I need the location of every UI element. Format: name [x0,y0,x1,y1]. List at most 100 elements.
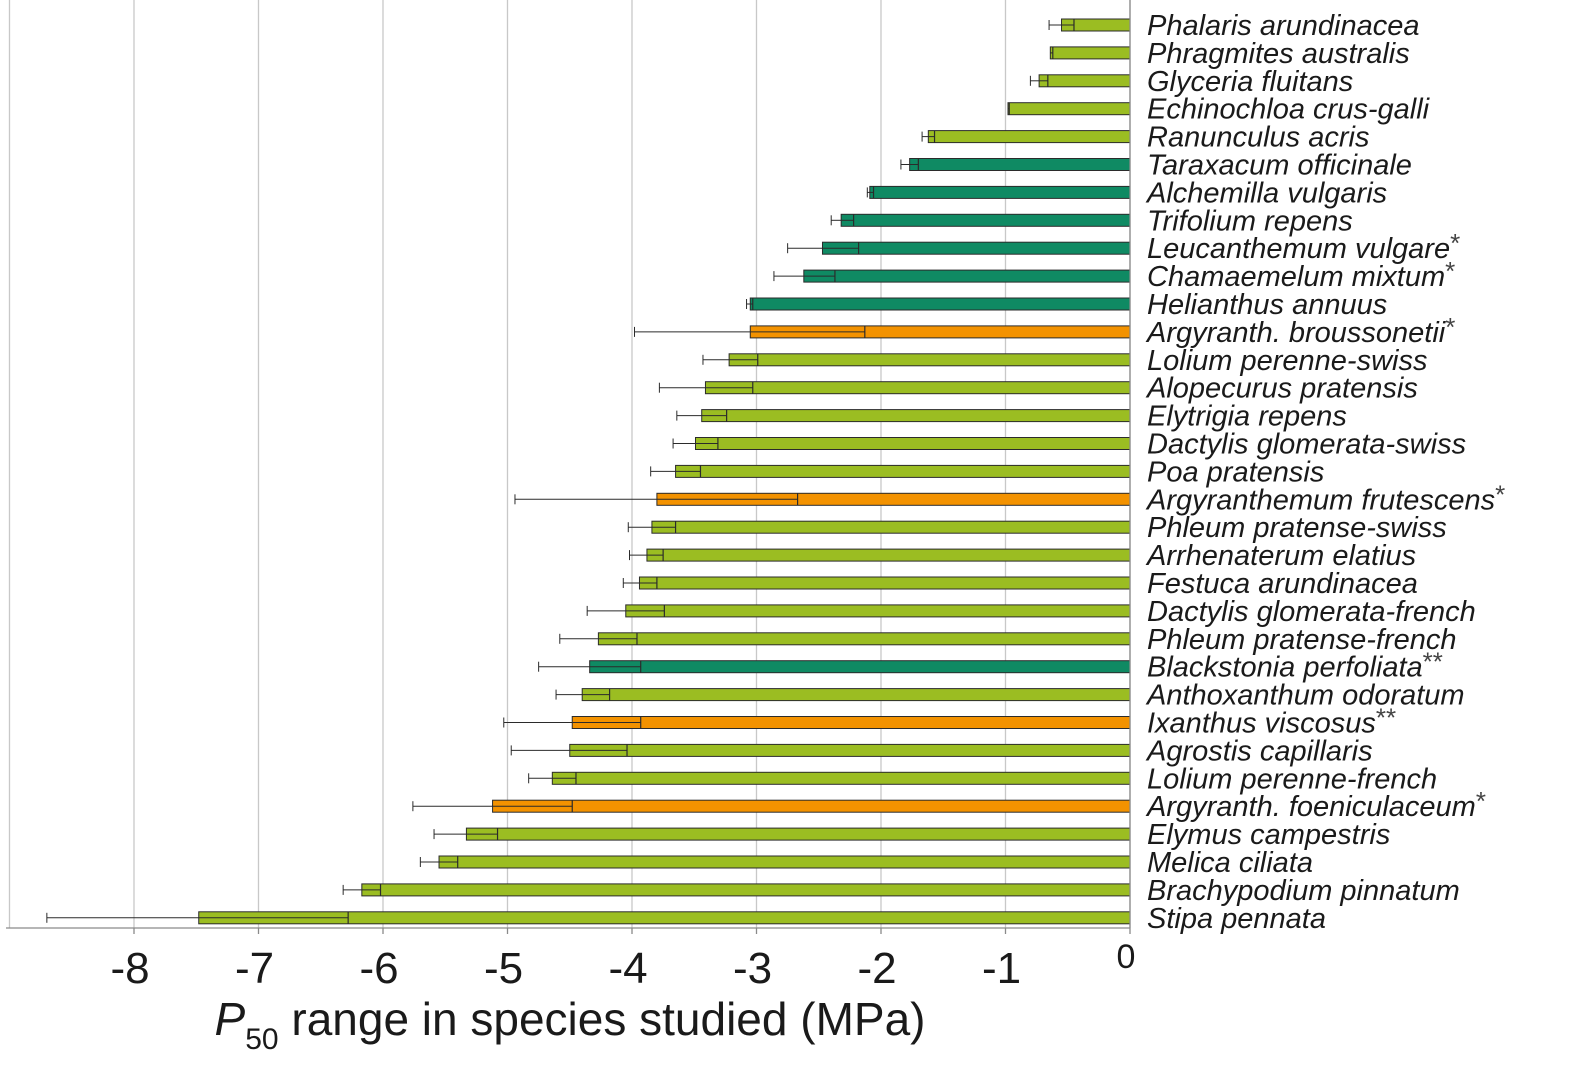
bar-group [627,520,1131,534]
bar [465,827,1131,841]
bar-group [1007,102,1131,116]
species-label: Argyranthemum frutescens* [1145,479,1505,516]
x-tick-label: -5 [484,944,523,993]
bar-group [419,855,1131,869]
species-label: Echinochloa crus-galli [1147,94,1431,126]
bar-group [46,911,1131,925]
bar [438,855,1131,869]
bar [581,688,1131,702]
species-label: Ranunculus acris [1147,122,1369,154]
bar-group [559,632,1131,646]
x-tick-label: -2 [857,944,896,993]
species-label: Anthoxanthum odoratum [1145,680,1465,712]
bar [701,409,1131,423]
species-label: Argyranth. foeniculaceum* [1145,786,1486,823]
bar [927,130,1131,144]
species-label: Helianthus annuus [1147,289,1387,321]
bar [646,548,1131,562]
species-label: Phleum pratense-swiss [1147,512,1447,544]
bar [492,799,1131,813]
bar-group [921,130,1131,144]
x-axis: -8 -7 -6 -5 -4 -3 -2 -1 0 [6,0,1135,993]
x-tick-label: -7 [235,944,274,993]
bar-group [650,464,1131,478]
significance-marker: * [1476,786,1486,816]
species-label: Agrostis capillaris [1145,735,1373,767]
bar-group [787,241,1131,255]
significance-marker: ** [1423,647,1443,677]
x-tick-label: -4 [608,944,647,993]
bar [1038,74,1131,88]
bar [909,158,1131,171]
bar [821,241,1131,255]
species-label: Blackstonia perfoliata** [1147,647,1443,684]
species-label: Argyranth. broussonetii* [1145,312,1455,349]
significance-marker: * [1450,228,1460,258]
bar-group [528,771,1131,785]
species-label: Poa pratensis [1147,456,1324,488]
species-label: Glyceria fluitans [1147,66,1353,98]
bar [597,632,1131,646]
bar-group [672,437,1131,450]
bar [694,437,1131,450]
significance-marker: * [1445,312,1455,342]
bar [749,297,1131,311]
x-tick-label: -8 [110,944,149,993]
bar-group [586,604,1131,618]
species-label: Dactylis glomerata-swiss [1147,429,1466,461]
species-label: Dactylis glomerata-french [1147,596,1476,628]
species-label: Festuca arundinacea [1147,568,1418,600]
species-label: Elytrigia repens [1147,401,1347,433]
x-tick-label: -1 [982,944,1021,993]
bar-group [510,743,1131,757]
species-label: Ixanthus viscosus** [1147,703,1396,740]
bar [571,716,1131,729]
species-label: Phragmites australis [1147,38,1410,70]
bar-group [433,827,1131,841]
bar [569,743,1131,757]
species-label: Trifolium repens [1147,205,1353,237]
bar [869,185,1131,199]
bar-group [622,576,1131,590]
species-label: Elymus campestris [1147,819,1390,851]
significance-marker: * [1495,479,1505,509]
bar-group [866,185,1131,199]
bar [651,520,1131,534]
species-label: Leucanthemum vulgare* [1147,228,1460,265]
species-label: Phleum pratense-french [1147,624,1457,656]
species-label: Lolium perenne-swiss [1147,345,1427,377]
bar-group [900,158,1131,171]
x-tick-label: -3 [733,944,772,993]
bar [728,353,1131,367]
significance-marker: * [1445,256,1455,286]
bar-group [633,325,1131,339]
species-label: Arrhenaterum elatius [1145,540,1416,572]
bar-group [514,492,1131,506]
bar-group [503,716,1131,729]
bar-group [412,799,1131,813]
species-label: Alchemilla vulgaris [1145,177,1387,209]
bar [1049,46,1131,60]
bar-group [773,269,1131,283]
species-label: Melica ciliata [1147,847,1313,879]
bar-group [702,353,1131,367]
x-tick-label: 0 [1117,938,1136,976]
species-label: Chamaemelum mixtum* [1147,256,1455,293]
bar-group [1029,74,1131,88]
x-axis-title: P50 range in species studied (MPa) [215,993,926,1056]
bar [589,660,1131,674]
species-label: Alopecurus pratensis [1145,373,1418,405]
bar [704,381,1131,395]
bar-group [1048,18,1131,32]
bar-group [629,548,1131,562]
bar [840,213,1131,227]
bar-group [538,660,1131,674]
x-tick-label: -6 [359,944,398,993]
bar [361,883,1131,897]
bar [638,576,1131,590]
bar [675,464,1131,478]
bar-group [676,409,1131,423]
bar-group [1049,46,1131,60]
